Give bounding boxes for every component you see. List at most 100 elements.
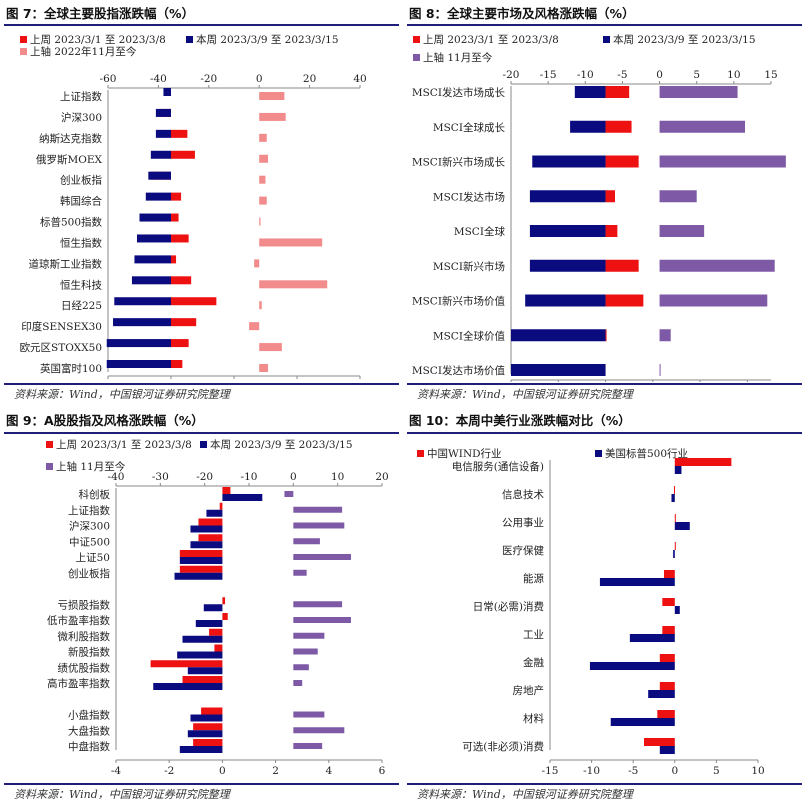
fig7-bottom-tick-label-1: 0 <box>168 381 175 382</box>
fig10-category-label-7: 金融 <box>523 656 544 669</box>
fig10-bar-s0-1 <box>673 486 675 494</box>
fig7-bar-s1-5 <box>145 192 171 201</box>
fig9-bar-s2-2 <box>293 522 345 529</box>
fig8-category-label-6: MSCI新兴市场价值 <box>412 295 506 308</box>
fig9-bar-s0-4 <box>179 550 223 557</box>
fig8-bar-s1-8 <box>511 364 606 376</box>
fig10-category-label-8: 房地产 <box>513 684 545 697</box>
fig10-bar-s0-9 <box>657 710 675 718</box>
fig9-bar-s1-8 <box>195 620 223 627</box>
fig9-bar-s1-3 <box>190 541 223 549</box>
fig9-bar-s2-10 <box>293 648 318 655</box>
fig9-bottom-tick-label-3: 2 <box>272 765 279 777</box>
fig10-category-label-2: 公用事业 <box>502 516 544 529</box>
fig7-bar-s2-11 <box>249 322 260 331</box>
figure-9-bottom-rule <box>4 783 399 785</box>
fig7-bar-s1-8 <box>134 255 171 264</box>
fig9-bar-s2-11 <box>293 664 309 671</box>
fig7-category-label-12: 欧元区STOXX50 <box>20 342 102 354</box>
fig9-bottom-tick-label-1: -2 <box>164 765 174 777</box>
fig8-bar-s2-6 <box>659 294 768 307</box>
fig9-bar-s0-0 <box>222 487 231 494</box>
figure-10-top-rule <box>407 432 802 434</box>
fig10-bar-s0-2 <box>674 514 676 522</box>
fig9-category-label-2: 沪深300 <box>69 520 110 533</box>
fig7-bar-s0-6 <box>171 213 179 222</box>
figure-9-source: 资料来源：Wind，中国银河证券研究院整理 <box>14 788 230 801</box>
figure-8-panel: 图 8：全球主要市场及风格涨跌幅（%） 上周 2023/3/1 至 2023/3… <box>403 0 806 404</box>
figure-7-source: 资料来源：Wind，中国银河证券研究院整理 <box>14 388 230 401</box>
fig10-bottom-tick-label-4: 5 <box>713 765 720 777</box>
fig8-bar-s0-4 <box>605 225 618 237</box>
figure-9-title: 图 9：A股股指及风格涨跌幅（%） <box>6 413 204 428</box>
fig9-legend-swatch-2 <box>46 463 53 470</box>
fig9-bar-s2-14 <box>293 711 325 718</box>
fig8-bar-s1-3 <box>529 190 606 203</box>
fig10-bar-s1-10 <box>659 746 675 754</box>
fig7-category-label-6: 标普500指数 <box>40 216 103 229</box>
fig10-bar-s1-6 <box>629 634 675 642</box>
figure-8-title: 图 8：全球主要市场及风格涨跌幅（%） <box>409 6 635 21</box>
fig9-bar-s0-14 <box>201 707 223 715</box>
fig10-bottom-tick-label-2: -5 <box>628 765 638 777</box>
fig10-bar-s1-8 <box>648 690 675 698</box>
fig7-category-label-5: 韩国综合 <box>60 195 102 208</box>
fig8-bar-s1-7 <box>511 329 606 342</box>
fig9-bar-s0-10 <box>214 644 223 652</box>
fig10-category-label-1: 信息技术 <box>502 488 544 501</box>
fig7-bar-s2-8 <box>254 259 260 268</box>
fig10-legend-label-1: 美国标普500行业 <box>605 447 688 460</box>
fig9-category-label-11: 绩优股指数 <box>58 661 111 674</box>
fig10-bar-s0-3 <box>674 542 676 550</box>
fig9-bar-s0-12 <box>182 676 223 683</box>
fig9-bar-s0-8 <box>222 613 228 620</box>
fig9-bar-s2-8 <box>293 617 351 623</box>
fig9-bar-s1-9 <box>182 635 223 643</box>
fig9-bar-s1-16 <box>179 746 223 753</box>
fig7-legend-label-1: 本周 2023/3/9 至 2023/3/15 <box>196 33 339 46</box>
fig9-bar-s1-10 <box>177 651 223 659</box>
fig10-bar-s0-10 <box>644 738 675 746</box>
figure-8-chart: 上周 2023/3/1 至 2023/3/8 本周 2023/3/9 至 2023… <box>412 33 786 382</box>
fig8-bar-s1-5 <box>529 259 606 272</box>
fig7-category-label-8: 道琼斯工业指数 <box>29 257 103 270</box>
fig8-top-tick-label-0: -20 <box>503 69 520 81</box>
fig9-bar-s2-4 <box>293 554 351 560</box>
fig8-bar-s2-3 <box>659 190 697 203</box>
fig9-top-tick-label-2: -20 <box>196 471 213 483</box>
fig10-category-label-10: 可选(非必须)消费 <box>462 740 544 753</box>
figure-8-bottom-rule <box>407 383 802 385</box>
fig8-category-label-4: MSCI全球 <box>454 225 506 238</box>
fig10-category-label-6: 工业 <box>523 629 544 641</box>
fig9-top-tick-label-3: -10 <box>241 471 258 483</box>
fig8-top-tick-label-4: 0 <box>656 69 663 81</box>
fig7-top-tick-label-2: -20 <box>200 73 217 85</box>
fig7-category-label-2: 纳斯达克指数 <box>39 132 102 145</box>
fig7-category-label-10: 日经225 <box>61 299 102 312</box>
fig7-bar-s2-10 <box>259 301 262 310</box>
fig7-category-label-4: 创业板指 <box>60 174 102 187</box>
fig7-legend-swatch-1 <box>186 36 193 43</box>
fig9-bar-s2-1 <box>293 506 343 513</box>
fig8-bar-s2-1 <box>659 120 745 133</box>
fig7-legend-swatch-0 <box>20 36 27 43</box>
fig9-bar-s0-5 <box>179 565 223 573</box>
fig9-bar-s0-1 <box>219 502 223 510</box>
fig10-legend-swatch-1 <box>595 450 602 457</box>
fig9-category-label-15: 大盘指数 <box>68 724 110 737</box>
fig7-category-label-0: 上证指数 <box>60 90 102 103</box>
fig9-bar-s2-12 <box>293 680 303 686</box>
fig7-bar-s0-12 <box>171 339 189 348</box>
fig7-bar-s1-9 <box>131 276 171 285</box>
fig9-legend-swatch-0 <box>46 441 53 448</box>
fig9-category-label-8: 低市盈率指数 <box>47 614 110 627</box>
fig7-bar-s1-1 <box>155 108 171 117</box>
fig10-bar-s1-3 <box>673 550 675 558</box>
fig9-bottom-tick-label-4: 4 <box>325 765 332 777</box>
fig7-bar-s0-2 <box>171 129 188 138</box>
fig9-top-tick-label-4: 0 <box>290 471 297 483</box>
fig7-category-label-11: 印度SENSEX30 <box>21 320 102 333</box>
fig7-bar-s2-9 <box>259 280 328 289</box>
fig7-bar-s2-13 <box>259 364 269 372</box>
fig7-category-label-9: 恒生科技 <box>60 278 102 291</box>
